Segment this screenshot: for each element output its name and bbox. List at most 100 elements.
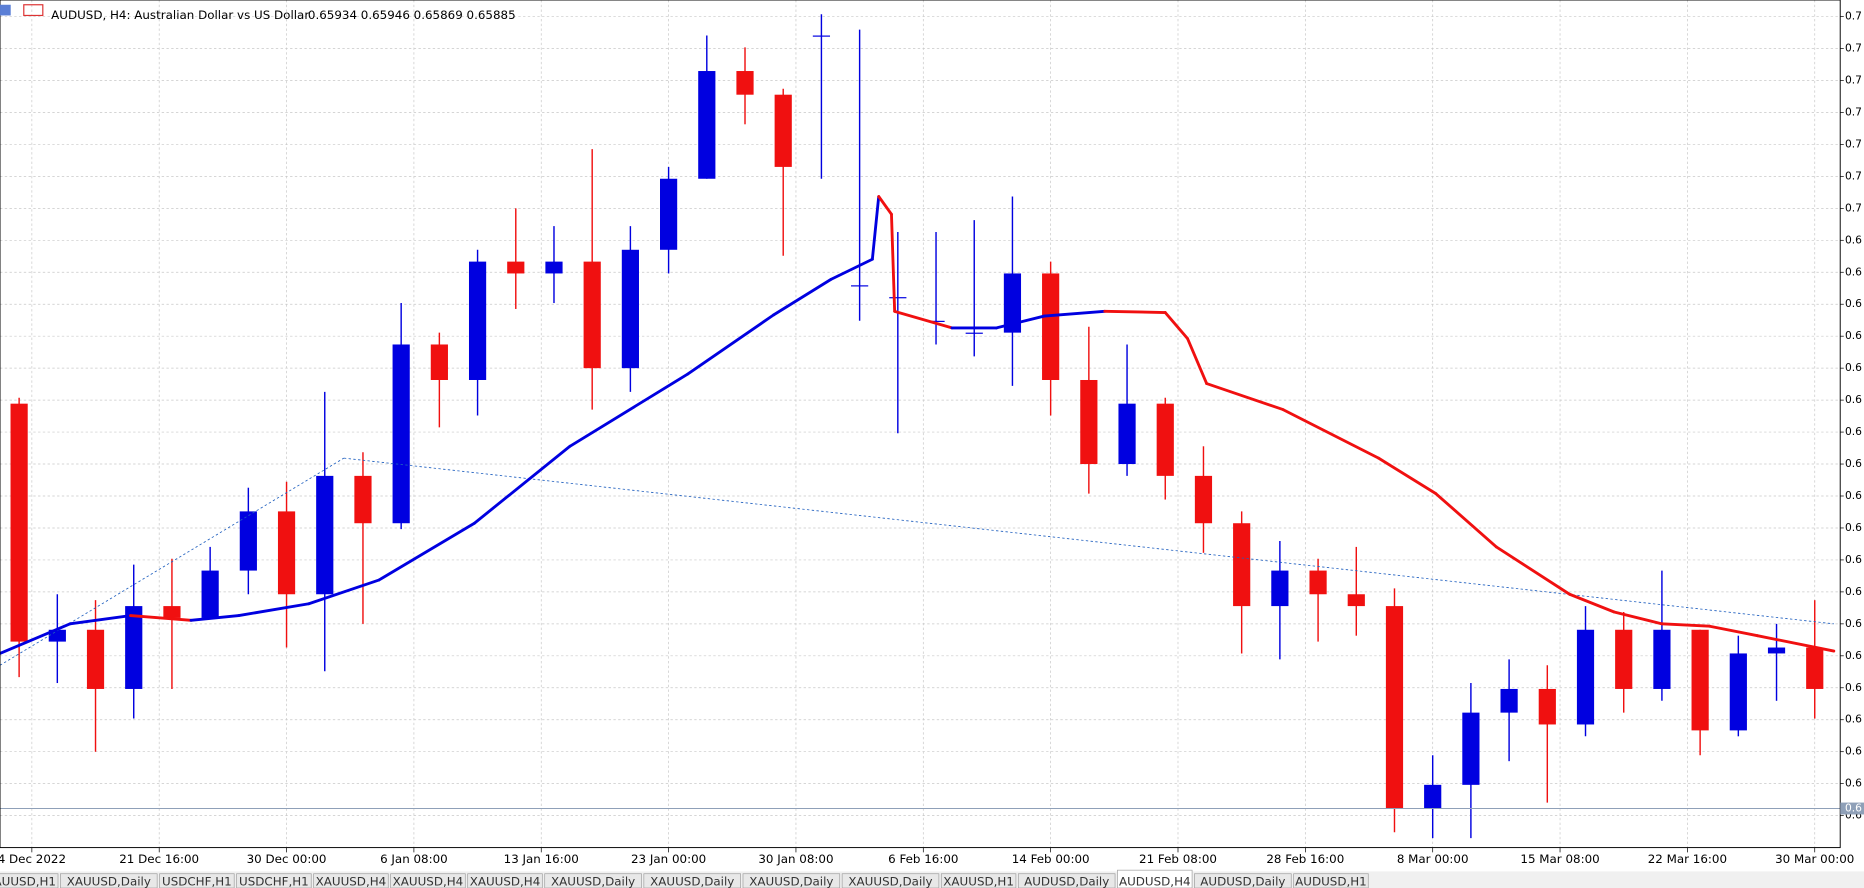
tab-label[interactable]: USDCHF,H1 [162, 875, 232, 888]
candle-body [163, 606, 181, 618]
candle-body [1080, 379, 1098, 465]
moving-average [129, 614, 193, 622]
x-tick-label: 22 Mar 16:00 [1648, 852, 1727, 866]
y-tick-label: 0.6 [1845, 265, 1862, 278]
y-tick-label: 0.6 [1845, 713, 1862, 726]
moving-average [893, 309, 954, 330]
x-tick-label: 21 Feb 08:00 [1139, 852, 1217, 866]
y-tick-label: 0.6 [1845, 233, 1862, 246]
candle-body [698, 71, 716, 179]
candle-body [1194, 475, 1213, 524]
candle-body [430, 344, 448, 380]
moving-average [0, 622, 72, 655]
y-tick-label: 0.6 [1845, 553, 1862, 566]
candle-body [583, 261, 601, 369]
tab-label[interactable]: XAUUSD,Daily [848, 875, 932, 888]
candle-body [1424, 784, 1442, 809]
tab-label[interactable]: XAUUSD,H4 [393, 875, 464, 888]
tab-label[interactable]: XAUUSD,H4 [316, 875, 387, 888]
candle-body [354, 475, 372, 524]
candle-body [736, 71, 754, 95]
tab-label[interactable]: USDCHF,H1 [239, 875, 309, 888]
moving-average [1434, 492, 1498, 549]
candle-body [774, 94, 792, 167]
price-label: 0.6 [1845, 802, 1862, 815]
tab-label[interactable]: XAUUSD,Daily [749, 875, 833, 888]
y-tick-label: 0.6 [1845, 329, 1862, 342]
moving-average [1163, 311, 1189, 340]
tab-label[interactable]: AUDUSD,H1 [1295, 875, 1367, 888]
moving-average [1568, 592, 1616, 614]
candle-body [1538, 688, 1556, 725]
moving-average [568, 372, 690, 448]
candle-body [1462, 712, 1480, 785]
candle-body [1500, 688, 1518, 713]
candle-body [125, 606, 143, 689]
candle-body [1347, 594, 1365, 607]
icon [23, 4, 44, 17]
y-tick-label: 0.7 [1845, 137, 1862, 150]
quote: 0.65934 0.65946 0.65869 0.65885 [308, 8, 516, 22]
x-tick-label: 30 Jan 08:00 [758, 852, 833, 866]
candle-body [86, 629, 105, 689]
tab-label[interactable]: XAUUSD,Daily [551, 875, 635, 888]
candle-body [239, 511, 257, 571]
moving-average [1281, 408, 1380, 460]
moving-average [1660, 622, 1712, 628]
tab-label[interactable]: XAUUSD,Daily [67, 875, 151, 888]
moving-average [472, 444, 572, 525]
x-tick-label: 4 Dec 2022 [0, 852, 66, 866]
moving-average [686, 313, 776, 376]
candle-body [48, 629, 66, 642]
candle-body [1691, 629, 1709, 731]
candle-body [660, 178, 678, 250]
candle-body [1233, 523, 1251, 607]
moving-average [1103, 309, 1167, 314]
y-tick-label: 0.6 [1845, 521, 1862, 534]
candle-body [1767, 647, 1786, 654]
y-tick-label: 0.6 [1845, 489, 1862, 502]
tab-label[interactable]: XAUUSD,Daily [650, 875, 734, 888]
moving-average [1186, 337, 1209, 385]
candle-body [1615, 629, 1633, 689]
y-tick-label: 0.6 [1845, 617, 1862, 630]
candle-body [1385, 606, 1404, 809]
candle-body [1806, 647, 1824, 689]
candle-body [965, 332, 983, 334]
moving-average [237, 602, 311, 617]
x-tick-label: 23 Jan 00:00 [631, 852, 706, 866]
candle-body [468, 261, 487, 380]
moving-average [877, 195, 893, 216]
candle-body [201, 570, 219, 618]
candle-body [545, 261, 563, 274]
moving-average [189, 614, 241, 622]
moving-average [377, 521, 476, 582]
candle-body [392, 344, 410, 524]
x-tick-label: 30 Dec 00:00 [247, 852, 327, 866]
x-tick-label: 14 Feb 00:00 [1012, 852, 1090, 866]
candle-body [1309, 570, 1327, 595]
candle-body [1118, 403, 1136, 465]
tab-label[interactable]: AUDUSD,Daily [1200, 875, 1285, 888]
tab-label[interactable]: AUDUSD,H4 [1119, 875, 1191, 888]
moving-average [1042, 309, 1107, 318]
x-tick-label: 21 Dec 16:00 [119, 852, 199, 866]
tab-label[interactable]: XAUUSD,H1 [943, 875, 1014, 888]
candle-body [277, 511, 296, 595]
candle-body [621, 249, 639, 369]
tab-label[interactable]: XAUUSD,H4 [470, 875, 541, 888]
y-tick-label: 0.6 [1845, 777, 1862, 790]
candle-body [1003, 273, 1022, 333]
candle-body [1156, 403, 1174, 476]
tab-label[interactable]: AUDUSD,Daily [1024, 875, 1109, 888]
moving-average [1205, 382, 1285, 412]
icon [0, 4, 11, 16]
y-tick-label: 0.7 [1845, 42, 1862, 55]
tab-label[interactable]: XAUUSD,H1 [0, 875, 56, 888]
y-tick-label: 0.6 [1845, 745, 1862, 758]
candle-body [812, 35, 831, 37]
tab-bar: XAUUSD,H1 XAUUSD,Daily USDCHF,H1 USDCHF,H1 X… [0, 869, 1864, 888]
